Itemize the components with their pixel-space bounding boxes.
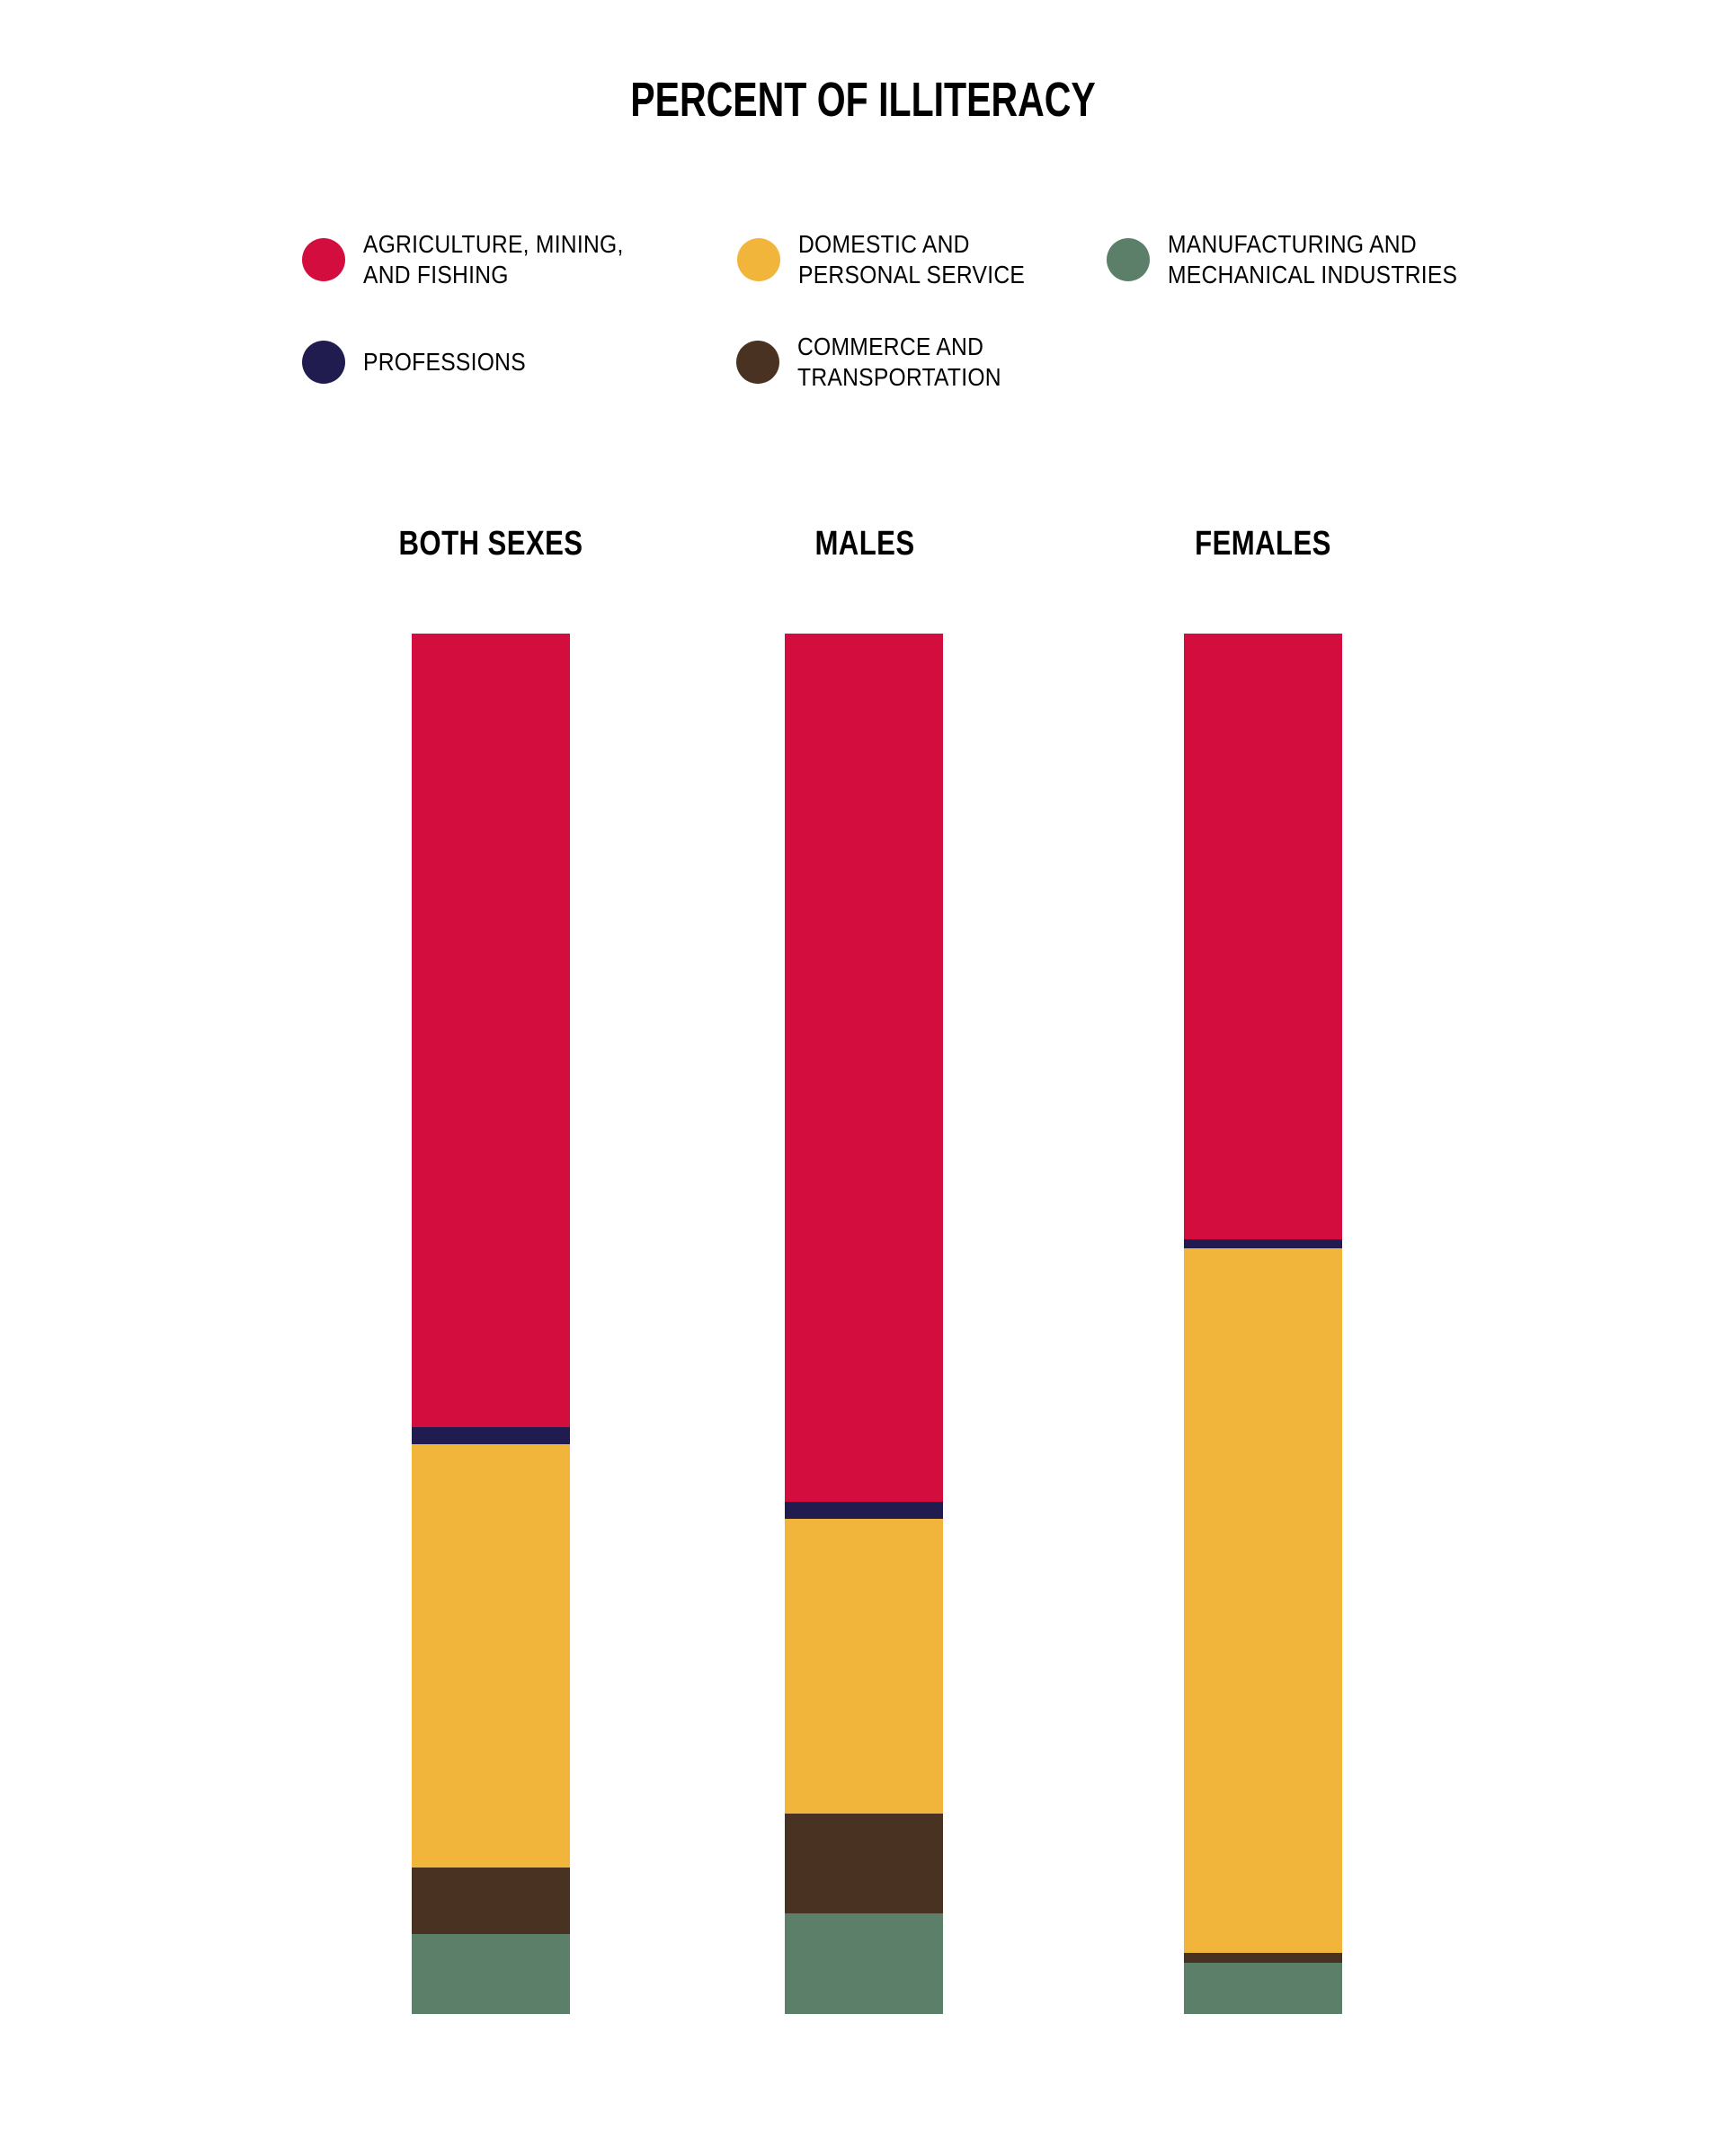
bar-segment-domestic	[1184, 1247, 1342, 1954]
legend-label-professions: PROFESSIONS	[363, 348, 526, 376]
bar-segment-manufacturing	[1184, 1963, 1342, 2014]
category-label-females: FEMALES	[1195, 525, 1331, 563]
bar-segment-professions	[1184, 1239, 1342, 1248]
bar-segment-manufacturing	[785, 1912, 943, 2014]
bar-segment-manufacturing	[412, 1933, 570, 2014]
legend-label-agriculture: AGRICULTURE, MINING, AND FISHING	[363, 230, 624, 288]
bar-males	[785, 634, 943, 2014]
bar-segment-agriculture	[785, 634, 943, 1503]
bar-segment-professions	[785, 1502, 943, 1519]
legend-swatch-commerce-icon	[736, 341, 779, 384]
legend-item-professions: PROFESSIONS	[302, 332, 548, 393]
legend-item-agriculture: AGRICULTURE, MINING, AND FISHING	[302, 229, 659, 290]
bar-segment-commerce	[1184, 1953, 1342, 1964]
bar-segment-commerce	[412, 1868, 570, 1934]
bar-females	[1184, 634, 1342, 2014]
bar-segment-domestic	[785, 1518, 943, 1814]
legend-label-domestic: DOMESTIC AND PERSONAL SERVICE	[798, 230, 1026, 288]
bar-segment-domestic	[412, 1443, 570, 1868]
legend-item-commerce: COMMERCE AND TRANSPORTATION	[736, 332, 1029, 393]
bar-segment-agriculture	[412, 634, 570, 1428]
chart-title: PERCENT OF ILLITERACY	[630, 73, 1096, 127]
bar-segment-commerce	[785, 1814, 943, 1913]
bar-both-sexes	[412, 634, 570, 2014]
legend-item-manufacturing: MANUFACTURING AND MECHANICAL INDUSTRIES	[1107, 229, 1497, 290]
legend-item-domestic: DOMESTIC AND PERSONAL SERVICE	[737, 229, 1055, 290]
legend-label-commerce: COMMERCE AND TRANSPORTATION	[797, 333, 1001, 391]
bar-segment-agriculture	[1184, 634, 1342, 1240]
legend-swatch-domestic-icon	[737, 238, 780, 281]
legend-swatch-professions-icon	[302, 341, 345, 384]
bar-segment-professions	[412, 1427, 570, 1444]
category-label-males: MALES	[814, 525, 915, 563]
legend-label-manufacturing: MANUFACTURING AND MECHANICAL INDUSTRIES	[1168, 230, 1458, 288]
category-label-both-sexes: BOTH SEXES	[398, 525, 583, 563]
legend-swatch-manufacturing-icon	[1107, 238, 1150, 281]
legend-swatch-agriculture-icon	[302, 238, 345, 281]
